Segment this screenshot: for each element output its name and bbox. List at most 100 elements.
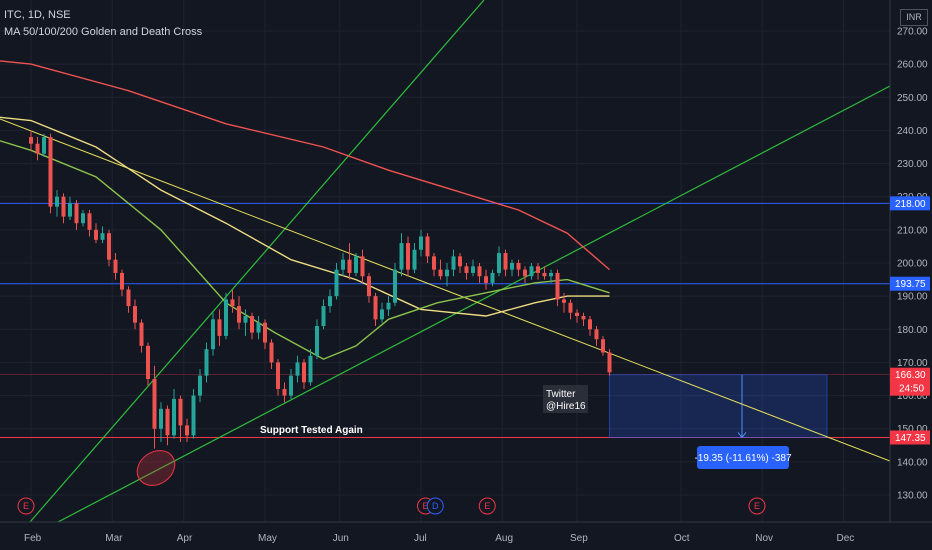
grid — [0, 0, 890, 522]
candle — [237, 296, 241, 329]
candle-body — [458, 256, 462, 266]
candle-body — [140, 323, 144, 346]
candle-body — [608, 352, 612, 372]
candle — [179, 396, 183, 442]
support-label: Support Tested Again — [260, 425, 363, 436]
candle — [36, 137, 40, 160]
symbol-title[interactable]: ITC, 1D, NSE — [4, 9, 71, 22]
candle — [582, 313, 586, 326]
price-axis[interactable]: 130.00 140.00 150.00 160.00 170.00 180.00 190.… — [890, 0, 932, 550]
candle-body — [484, 276, 488, 283]
candle — [536, 263, 540, 280]
candle — [166, 406, 170, 446]
candle-body — [276, 362, 280, 389]
candle-body — [478, 266, 482, 276]
candle — [257, 316, 261, 339]
candle-body — [543, 273, 547, 276]
price-tick-label: 260.00 — [897, 60, 928, 71]
month-tick-label: Sep — [570, 533, 588, 544]
event-marker-letter: E — [484, 501, 490, 511]
candle-body — [133, 306, 137, 323]
candle-body — [211, 319, 215, 349]
candle-body — [354, 256, 358, 273]
candle-body — [205, 349, 209, 376]
trendline-resistance — [0, 119, 890, 461]
trendlines[interactable] — [0, 0, 890, 522]
month-tick-label: Feb — [24, 533, 42, 544]
candle — [211, 313, 215, 356]
candle — [432, 253, 436, 276]
candle-body — [588, 319, 592, 329]
candle-body — [569, 303, 573, 313]
candle-body — [523, 270, 527, 277]
price-tick-label: 200.00 — [897, 259, 928, 270]
candle-body — [166, 409, 170, 436]
month-tick-label: May — [258, 533, 277, 544]
candle-body — [283, 389, 287, 396]
price-tick-label: 270.00 — [897, 27, 928, 38]
candle-body — [302, 362, 306, 382]
candle-body — [517, 263, 521, 270]
candle — [348, 243, 352, 279]
candle — [556, 270, 560, 306]
candle-body — [387, 303, 391, 310]
support-highlight-ellipse — [130, 443, 181, 492]
candle — [49, 134, 53, 214]
month-tick-label: Dec — [837, 533, 855, 544]
candle-body — [374, 296, 378, 319]
candle — [107, 230, 111, 266]
candle-body — [250, 316, 254, 333]
candle — [250, 313, 254, 340]
candle-body — [172, 399, 176, 435]
candle-body — [439, 270, 443, 277]
indicator-title[interactable]: MA 50/100/200 Golden and Death Cross — [4, 26, 202, 39]
candle-body — [101, 233, 105, 240]
projection-box[interactable]: -19.35 (-11.61%) -387 — [610, 375, 828, 469]
candle — [192, 389, 196, 439]
candle — [400, 233, 404, 276]
candle-body — [335, 270, 339, 297]
candle — [224, 293, 228, 339]
candle-body — [536, 266, 540, 273]
candle — [361, 250, 365, 283]
candle — [231, 290, 235, 313]
candle-body — [289, 376, 293, 396]
candle-body — [309, 356, 313, 383]
candle — [133, 299, 137, 329]
candle — [426, 233, 430, 263]
candle — [387, 296, 391, 316]
price-tick-label: 210.00 — [897, 225, 928, 236]
currency-label[interactable]: INR — [900, 9, 928, 26]
candle-body — [127, 290, 131, 307]
candle-body — [549, 273, 553, 276]
candle-body — [413, 250, 417, 270]
candle — [575, 309, 579, 322]
candle — [465, 263, 469, 280]
candle — [42, 134, 46, 157]
time-axis[interactable]: Feb Mar Apr May Jun Jul Aug Sep Oct Nov Dec — [0, 522, 932, 550]
candle-body — [530, 266, 534, 276]
candle-body — [601, 339, 605, 352]
measure-label: -19.35 (-11.61%) -387 — [694, 453, 792, 464]
candle — [127, 286, 131, 313]
candle — [114, 253, 118, 280]
candle-body — [296, 362, 300, 375]
level-label: 193.75 — [895, 279, 926, 290]
month-tick-label: Oct — [674, 533, 690, 544]
candle-body — [94, 230, 98, 240]
candle-body — [237, 306, 241, 323]
candle — [159, 402, 163, 442]
candle — [289, 369, 293, 399]
candle — [374, 293, 378, 326]
candle — [302, 359, 306, 389]
candle — [94, 223, 98, 243]
candle-body — [107, 233, 111, 260]
candle-body — [367, 276, 371, 296]
event-marker-letter: E — [754, 501, 760, 511]
measure-box — [610, 375, 828, 438]
candle — [172, 389, 176, 439]
candle — [517, 260, 521, 277]
candle-body — [146, 346, 150, 379]
